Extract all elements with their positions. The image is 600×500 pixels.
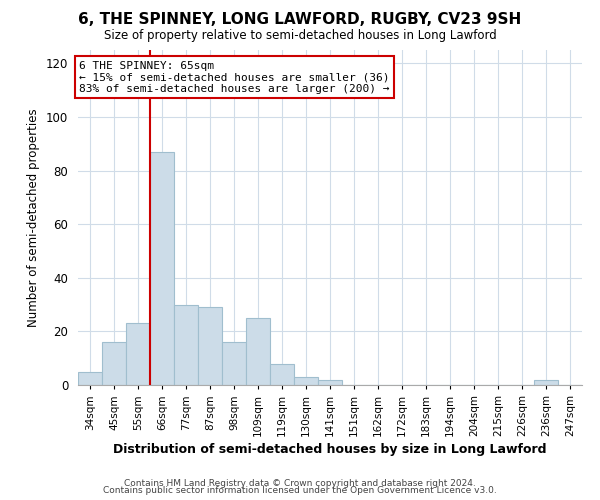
Bar — [246, 318, 270, 385]
Bar — [270, 364, 294, 385]
Bar — [318, 380, 342, 385]
Text: Contains HM Land Registry data © Crown copyright and database right 2024.: Contains HM Land Registry data © Crown c… — [124, 478, 476, 488]
Text: 6, THE SPINNEY, LONG LAWFORD, RUGBY, CV23 9SH: 6, THE SPINNEY, LONG LAWFORD, RUGBY, CV2… — [79, 12, 521, 28]
Bar — [126, 324, 150, 385]
Bar — [198, 308, 222, 385]
Bar — [222, 342, 246, 385]
Bar — [78, 372, 102, 385]
Bar — [534, 380, 558, 385]
Bar — [102, 342, 126, 385]
Text: Contains public sector information licensed under the Open Government Licence v3: Contains public sector information licen… — [103, 486, 497, 495]
Text: Size of property relative to semi-detached houses in Long Lawford: Size of property relative to semi-detach… — [104, 29, 496, 42]
Text: 6 THE SPINNEY: 65sqm
← 15% of semi-detached houses are smaller (36)
83% of semi-: 6 THE SPINNEY: 65sqm ← 15% of semi-detac… — [79, 60, 390, 94]
Bar — [174, 304, 198, 385]
X-axis label: Distribution of semi-detached houses by size in Long Lawford: Distribution of semi-detached houses by … — [113, 443, 547, 456]
Bar — [294, 377, 318, 385]
Y-axis label: Number of semi-detached properties: Number of semi-detached properties — [28, 108, 40, 327]
Bar — [150, 152, 174, 385]
